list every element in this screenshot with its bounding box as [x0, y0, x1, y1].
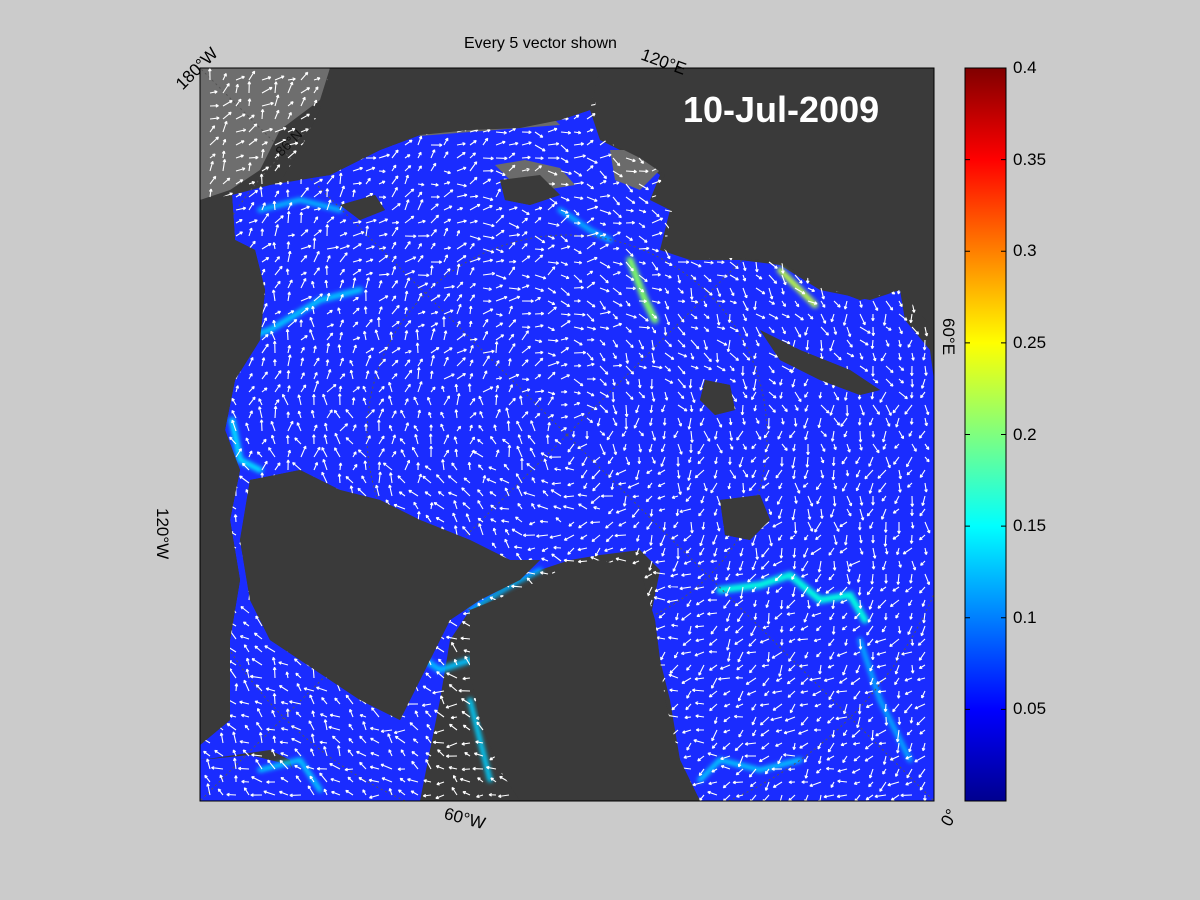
- land-chukotka-overlay: [280, 68, 600, 182]
- land-siberia-top-overlay: [595, 68, 934, 330]
- land-franz-josef-overlay: [700, 380, 735, 415]
- colorbar-tick-label: 0.25: [1013, 332, 1047, 352]
- colorbar-tick-label: 0.1: [1013, 607, 1037, 627]
- land-svalbard-overlay: [720, 495, 770, 540]
- land-greenland-overlay: [470, 560, 700, 801]
- map-frame: [199, 67, 935, 802]
- colorbar-tick-label: 0.35: [1013, 149, 1047, 169]
- date-label: 10-Jul-2009: [683, 89, 880, 130]
- land-novaya-zemlya-overlay: [760, 330, 880, 395]
- colorbar-ticks: [965, 67, 1006, 710]
- colorbar-tick-label: 0.3: [1013, 241, 1037, 261]
- land-wrangel-overlay: [340, 195, 385, 220]
- colorbar-tick-label: 0.2: [1013, 424, 1037, 444]
- land-canadian-archipelago-overlay: [240, 470, 540, 720]
- colorbar-tick-label: 0.15: [1013, 516, 1047, 536]
- figure-title: Every 5 vector shown: [464, 35, 617, 52]
- colorbar-tick-label: 0.05: [1013, 699, 1047, 719]
- colorbar-tick-label: 0.4: [1013, 58, 1037, 77]
- lon-label-120w: 120°W: [153, 508, 172, 560]
- lon-label-60e: 60°E: [939, 318, 958, 356]
- land-alaska-overlay: [200, 195, 265, 745]
- colorbar: [964, 67, 1007, 802]
- land-new-siberian-islands-overlay: [500, 175, 560, 205]
